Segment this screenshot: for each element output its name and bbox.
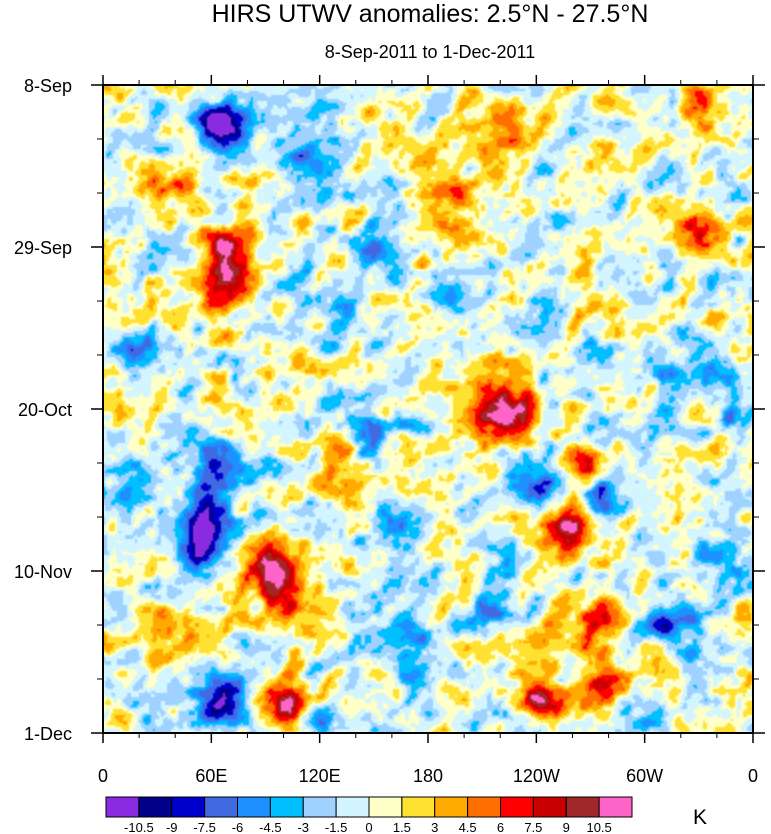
x-tick-label: 60W — [626, 766, 663, 786]
colorbar: -10.5 -9 -7.5 -6 -4.5 -3 -1.5 0 1.5 3 4.5 6 7.5 9 10.5 — [105, 796, 633, 834]
colorbar-label: -10.5 — [124, 820, 154, 834]
colorbar-swatch — [598, 796, 633, 818]
colorbar-label: -6 — [232, 820, 244, 834]
colorbar-label: 1.5 — [393, 820, 411, 834]
x-tick-label: 0 — [748, 766, 758, 786]
colorbar-label: 4.5 — [459, 820, 477, 834]
heatmap-field — [103, 85, 753, 733]
colorbar-swatch — [565, 796, 600, 818]
colorbar-swatch — [335, 796, 370, 818]
colorbar-label: -7.5 — [193, 820, 215, 834]
y-tick-label: 10-Nov — [14, 562, 72, 582]
colorbar-label: 7.5 — [524, 820, 542, 834]
chart-title: HIRS UTWV anomalies: 2.5°N - 27.5°N — [212, 0, 649, 28]
x-tick-label: 60E — [195, 766, 227, 786]
colorbar-swatch — [105, 796, 140, 818]
colorbar-label: -4.5 — [259, 820, 281, 834]
x-tick-label: 0 — [98, 766, 108, 786]
colorbar-label: 3 — [431, 820, 438, 834]
colorbar-swatch — [138, 796, 173, 818]
x-tick-label: 120W — [513, 766, 560, 786]
colorbar-swatch — [171, 796, 206, 818]
colorbar-swatch — [368, 796, 403, 818]
colorbar-label: 9 — [563, 820, 570, 834]
colorbar-label: -1.5 — [325, 820, 347, 834]
y-tick-label: 20-Oct — [18, 400, 72, 420]
colorbar-label: 6 — [497, 820, 504, 834]
anomaly-field-image — [103, 85, 753, 733]
colorbar-swatch — [237, 796, 271, 818]
axes: 0 60E 120E 180 120W 60W 0 8-Sep 29-Sep 20-Oct 10-N… — [14, 75, 765, 786]
colorbar-label: 0 — [365, 820, 372, 834]
y-tick-label: 1-Dec — [24, 724, 72, 744]
colorbar-swatch — [500, 796, 534, 818]
colorbar-swatch — [269, 796, 304, 818]
colorbar-label: -9 — [166, 820, 178, 834]
chart-subtitle: 8-Sep-2011 to 1-Dec-2011 — [325, 42, 535, 62]
colorbar-label: 10.5 — [586, 820, 611, 834]
colorbar-swatch — [434, 796, 469, 818]
y-tick-label: 8-Sep — [24, 76, 72, 96]
x-tick-label: 120E — [299, 766, 341, 786]
colorbar-swatch — [302, 796, 337, 818]
colorbar-swatch — [204, 796, 238, 818]
colorbar-swatch — [401, 796, 436, 818]
x-tick-label: 180 — [413, 766, 443, 786]
colorbar-units: K — [693, 806, 707, 829]
colorbar-swatch — [532, 796, 567, 818]
y-tick-label: 29-Sep — [14, 238, 72, 258]
colorbar-swatch — [467, 796, 501, 818]
colorbar-label: -3 — [297, 820, 309, 834]
